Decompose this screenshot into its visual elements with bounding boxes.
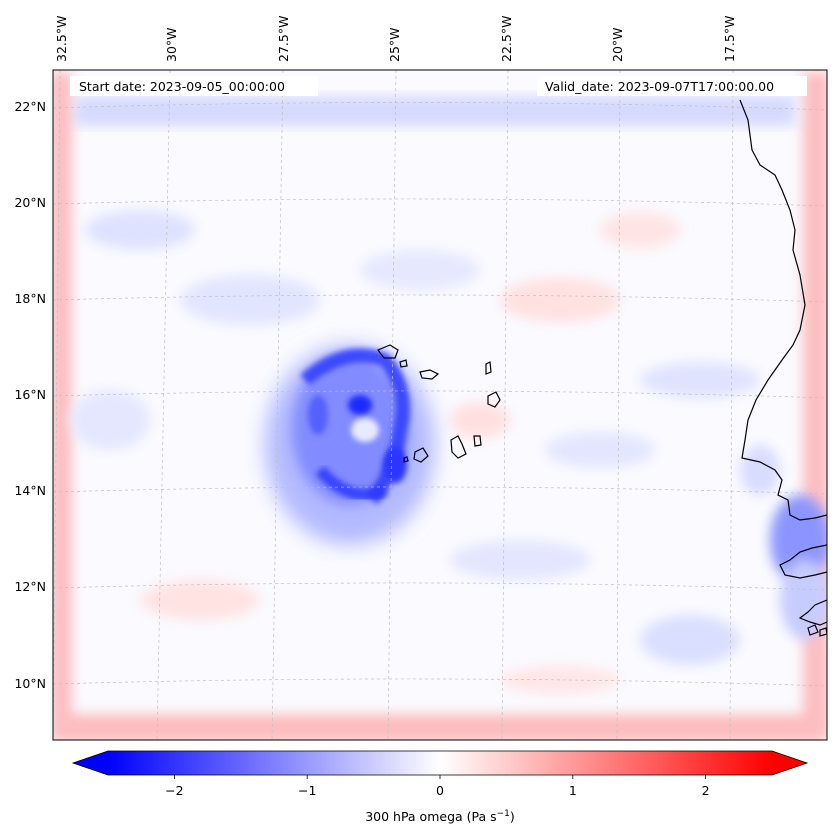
valid-date-label: Valid_date: 2023-09-07T17:00:00.00: [545, 79, 774, 94]
cyclone-ascent-region: [265, 345, 435, 545]
colorbar-extend-high: [772, 751, 807, 775]
colorbar-label-suffix: ): [510, 809, 515, 824]
lon-label: 20°W: [610, 27, 625, 62]
lon-label: 25°W: [387, 27, 402, 62]
colorbar-ticks: −2 −1 0 1 2: [165, 775, 710, 798]
island-maio: [473, 435, 482, 447]
island-sao-vicente: [399, 359, 408, 368]
island-sao-nicolau: [419, 369, 440, 380]
island-brava: [403, 456, 409, 463]
colorbar-tick-label: 2: [702, 783, 710, 798]
west-africa-coastline: [739, 99, 827, 521]
bijagos-islands: [807, 624, 827, 637]
start-date-box: [70, 76, 318, 96]
island-sal: [485, 361, 492, 375]
colorbar-outline: [71, 750, 809, 776]
colorbar-label-prefix: 300 hPa omega (Pa s: [365, 809, 496, 824]
colorbar-tick-label: −2: [165, 783, 183, 798]
island-santo-antao: [377, 344, 399, 359]
island-boa-vista: [487, 391, 501, 408]
lat-label: 14°N: [14, 483, 46, 498]
colorbar-tick-label: −1: [298, 783, 316, 798]
lat-label: 22°N: [14, 99, 46, 114]
valid-date-box: [537, 76, 807, 96]
lon-label: 30°W: [164, 27, 179, 62]
lat-labels: 22°N 20°N 18°N 16°N 14°N 12°N 10°N: [14, 99, 46, 691]
colorbar-label-exponent: −1: [497, 809, 510, 819]
lat-label: 10°N: [14, 676, 46, 691]
lon-label: 27.5°W: [276, 16, 291, 62]
weak-anomaly-patches: [70, 210, 760, 694]
island-santiago: [450, 435, 467, 459]
colorbar-gradient: [108, 751, 772, 775]
colorbar-label: 300 hPa omega (Pa s−1): [365, 809, 515, 824]
colorbar-tick-label: 0: [436, 783, 444, 798]
colorbar-tick-label: 1: [569, 783, 577, 798]
boundary-negative-top: [75, 96, 795, 126]
gambia-senegal-coast: [779, 544, 827, 579]
lon-label: 22.5°W: [499, 16, 514, 62]
lat-label: 20°N: [14, 195, 46, 210]
guinea-bissau-coast: [798, 599, 827, 626]
gridlines: [53, 70, 827, 740]
lon-label: 32.5°W: [54, 16, 69, 62]
lon-labels: 32.5°W 30°W 27.5°W 25°W 22.5°W 20°W 17.5…: [54, 16, 737, 62]
colorbar-extend-low: [73, 751, 108, 775]
island-fogo: [413, 447, 429, 463]
lon-label: 17.5°W: [722, 16, 737, 62]
lat-label: 18°N: [14, 291, 46, 306]
colorbar: −2 −1 0 1 2 300 hPa omega (Pa s−1): [71, 750, 809, 824]
coastlines: [377, 99, 827, 637]
lat-label: 16°N: [14, 387, 46, 402]
start-date-label: Start date: 2023-09-05_00:00:00: [79, 79, 285, 94]
map-frame: [52, 69, 828, 741]
lat-label: 12°N: [14, 579, 46, 594]
map-panel: Start date: 2023-09-05_00:00:00 Valid_da…: [53, 70, 827, 740]
